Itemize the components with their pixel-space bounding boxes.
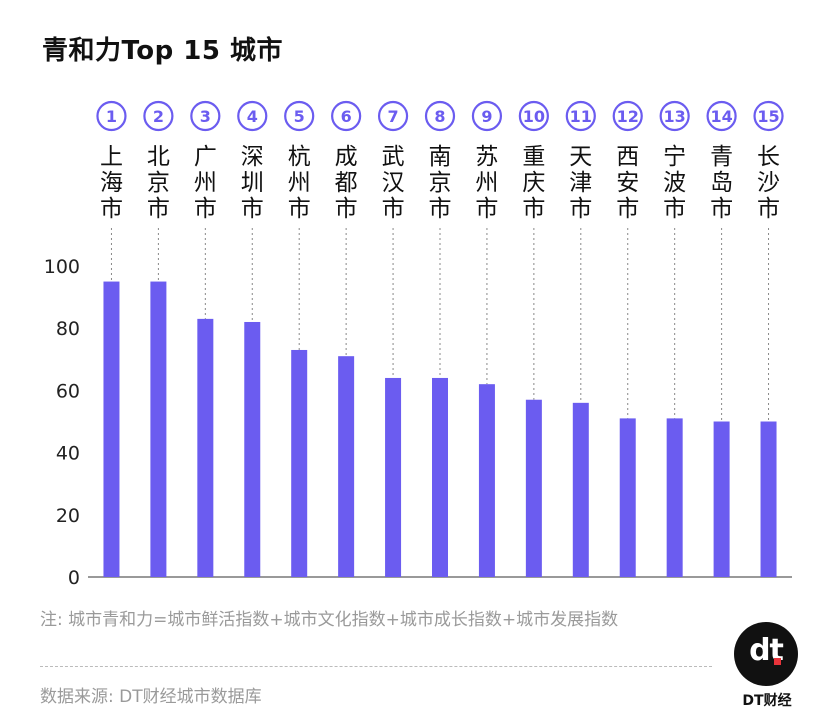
x-tick-label: 成都市 — [335, 144, 358, 222]
rank-number: 11 — [570, 107, 592, 126]
bar — [572, 402, 589, 577]
rank-circle — [612, 100, 643, 132]
x-tick-label: 重庆市 — [522, 144, 545, 222]
rank-number: 2 — [153, 107, 164, 126]
x-tick-label: 长沙市 — [757, 144, 780, 222]
x-tick-label: 上海市 — [100, 144, 123, 222]
bar — [478, 384, 495, 577]
rank-circle — [471, 100, 503, 132]
rank-circle — [706, 100, 737, 132]
bar — [103, 281, 120, 577]
bar — [432, 377, 448, 577]
rank-number: 12 — [617, 107, 639, 126]
bar — [244, 321, 261, 577]
rank-number: 8 — [434, 107, 445, 126]
bar — [760, 421, 777, 577]
rank-number: 3 — [200, 107, 211, 126]
footer-divider — [40, 666, 712, 667]
bar — [619, 418, 636, 577]
logo-dot — [774, 658, 781, 665]
rank-number: 4 — [247, 107, 258, 126]
x-tick-label: 深圳市 — [241, 144, 264, 222]
x-tick-label: 北京市 — [147, 144, 170, 222]
rank-circle — [190, 100, 221, 132]
rank-number: 5 — [294, 107, 305, 126]
bar — [338, 356, 355, 577]
y-tick-label: 20 — [56, 505, 80, 527]
rank-circle — [96, 100, 127, 132]
data-source: 数据来源: DT财经城市数据库 — [40, 687, 262, 707]
y-tick-label: 60 — [56, 380, 80, 402]
bar — [713, 421, 730, 577]
x-tick-label: 西安市 — [616, 144, 639, 222]
rank-number: 1 — [106, 107, 117, 126]
rank-circle — [753, 100, 784, 132]
bar — [385, 377, 402, 577]
rank-circle — [565, 100, 596, 132]
x-tick-label: 杭州市 — [288, 144, 311, 222]
chart-note: 注: 城市青和力=城市鲜活指数+城市文化指数+城市成长指数+城市发展指数 — [40, 610, 619, 630]
rank-number: 7 — [387, 107, 398, 126]
x-tick-label: 青岛市 — [710, 144, 733, 222]
bar — [525, 399, 542, 577]
y-tick-label: 0 — [68, 567, 80, 589]
x-tick-label: 南京市 — [429, 144, 452, 222]
x-tick-label: 广州市 — [194, 144, 217, 222]
rank-circle — [331, 100, 362, 132]
x-tick-label: 武汉市 — [382, 144, 405, 222]
dt-logo-icon: dt — [734, 622, 798, 686]
bar — [197, 318, 214, 577]
rank-number: 9 — [481, 107, 492, 126]
brand-name: DT财经 — [742, 693, 792, 709]
y-tick-label: 100 — [44, 256, 80, 278]
rank-circle — [659, 100, 690, 132]
bar — [291, 349, 308, 577]
bar — [666, 418, 683, 577]
rank-circle — [143, 100, 174, 132]
y-tick-label: 40 — [56, 443, 80, 465]
rank-number: 10 — [523, 107, 545, 126]
rank-circle — [424, 100, 456, 132]
logo-mark: dt — [749, 633, 784, 668]
rank-circle — [237, 100, 268, 132]
y-tick-label: 80 — [56, 318, 80, 340]
rank-number: 14 — [710, 107, 732, 126]
rank-circle — [518, 100, 549, 132]
bar — [150, 281, 167, 577]
rank-number: 15 — [757, 107, 779, 126]
rank-circle — [377, 100, 409, 132]
rank-number: 13 — [664, 107, 686, 126]
chart-title: 青和力Top 15 城市 — [42, 36, 284, 66]
rank-number: 6 — [341, 107, 352, 126]
bar-chart: 0 20 40 60 80 100 1 上海市 2 北京市 3 广州市 4 深圳市 5 杭州市 6 成都市 7 武汉市… — [44, 100, 792, 589]
rank-circle — [284, 100, 315, 132]
x-tick-label: 宁波市 — [663, 144, 686, 222]
x-tick-label: 苏州市 — [475, 144, 498, 222]
x-tick-label: 天津市 — [569, 144, 592, 222]
